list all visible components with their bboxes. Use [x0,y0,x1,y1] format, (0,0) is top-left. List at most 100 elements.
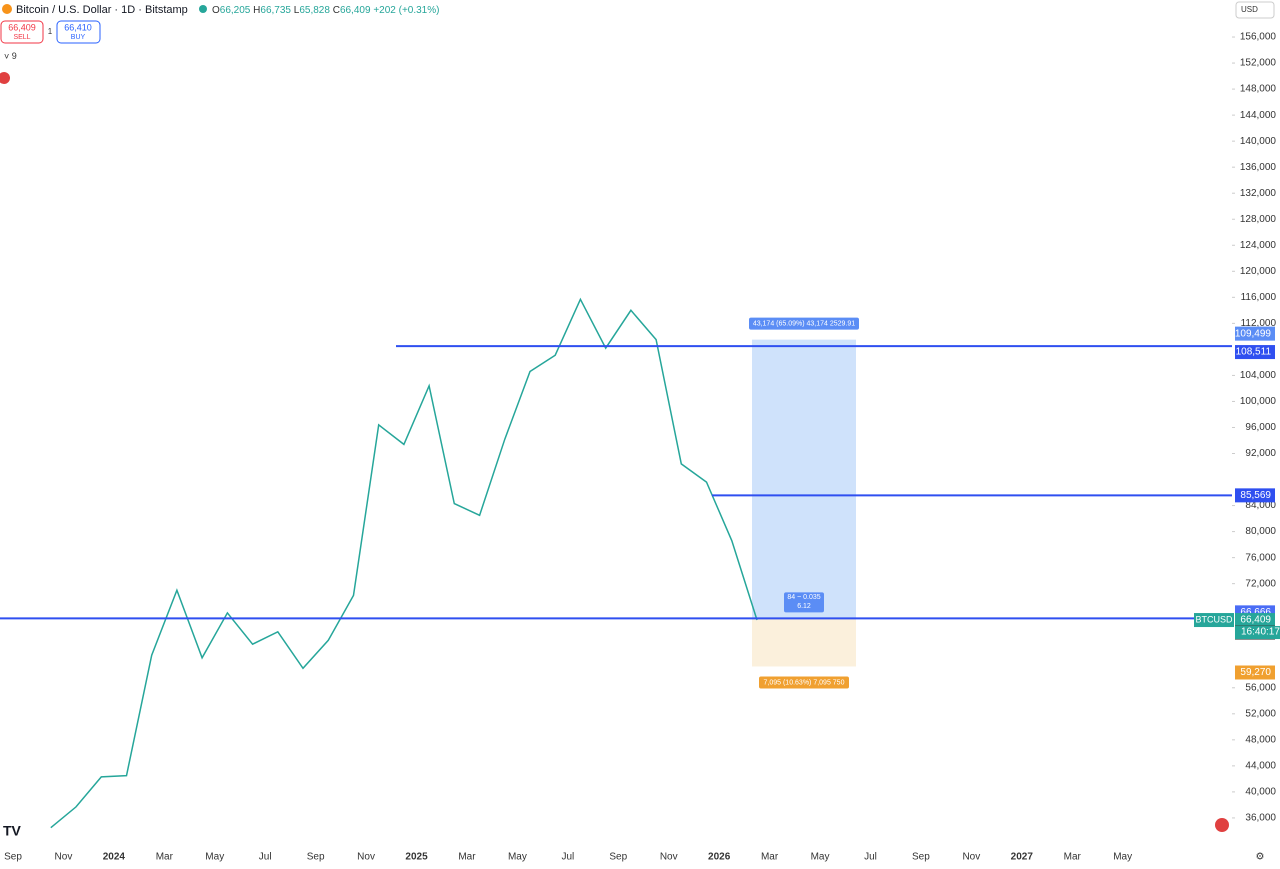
buy-price: 66,410 [64,22,92,32]
y-tick-label: 72,000 [1245,578,1276,589]
x-tick-label: Mar [1064,852,1082,863]
x-tick-label: Mar [761,852,779,863]
ratio-value: 6.12 [797,603,811,610]
y-tick-label: 52,000 [1245,708,1276,719]
x-tick-label: Sep [609,852,627,863]
x-tick-label: Jul [864,852,877,863]
y-tick-label: 48,000 [1245,734,1276,745]
price-marker-label: 66,666 [1240,607,1271,618]
y-tick-label: 84,000 [1245,500,1276,511]
x-tick-label: Sep [307,852,325,863]
price-marker-label: 109,499 [1235,328,1272,339]
ratio-bg [784,592,824,613]
y-tick-label: 56,000 [1245,682,1276,693]
y-tick-label: 136,000 [1240,162,1277,173]
h-label: H [253,5,260,16]
x-tick-label: May [811,852,830,863]
x-tick-label: Mar [156,852,174,863]
y-tick-label: 40,000 [1245,787,1276,798]
price-marker [1235,326,1275,341]
currency: USD [1241,5,1258,14]
y-tick-label: 120,000 [1240,266,1277,277]
buy-button[interactable] [56,20,101,44]
y-tick-label: 144,000 [1240,110,1277,121]
ratio-label: 84 ~ 0.035 [787,594,820,601]
sell-price: 66,409 [8,22,36,32]
x-tick-label: Mar [458,852,476,863]
y-tick-label: 112,000 [1241,318,1277,329]
y-tick-label: 80,000 [1245,526,1276,537]
indicators-toggle[interactable]: ˅ 9 [4,51,17,61]
x-tick-label: May [1113,852,1132,863]
low: 65,828 [299,5,330,16]
y-tick-label: 128,000 [1240,214,1277,225]
x-tick-label: Nov [357,852,375,863]
x-tick-label: 2027 [1011,852,1034,863]
y-tick-label: 156,000 [1240,32,1277,43]
x-tick-label: May [205,852,224,863]
y-tick-label: 152,000 [1240,58,1277,69]
change: +202 (+0.31%) [373,5,439,16]
price-marker-label: 66,409 [1240,615,1271,626]
countdown-bg [1235,626,1280,640]
ticker: BTCUSD [1195,614,1233,624]
price-marker [1235,613,1275,628]
alert-dot [0,72,10,84]
x-tick-label: Sep [4,852,22,863]
y-tick-label: 124,000 [1240,240,1277,251]
settings-icon[interactable]: ⚙ [1256,852,1265,863]
alert-dot [1215,818,1229,832]
target-label-bg [749,317,859,330]
x-tick-label: Jul [259,852,272,863]
y-tick-label: 100,000 [1240,396,1277,407]
x-tick-label: 2024 [103,852,126,863]
price-marker [1235,488,1275,503]
x-tick-label: Nov [962,852,980,863]
stop-label: 7,095 (10.63%) 7,095 750 [764,679,845,686]
target-zone [752,339,856,619]
price-marker-label: 59,270 [1240,667,1271,678]
x-tick-label: Jul [561,852,574,863]
price-line [50,297,758,829]
y-tick-label: 96,000 [1245,422,1276,433]
y-tick-label: 116,000 [1241,292,1277,303]
price-marker-label: 85,569 [1240,490,1271,501]
countdown: 16:40:17 [1241,627,1280,638]
sell-button[interactable] [0,20,44,44]
o-label: O [212,5,220,16]
currency-select[interactable] [1235,1,1275,19]
x-tick-label: Nov [55,852,73,863]
y-tick-label: 44,000 [1245,761,1276,772]
l-label: L [294,5,300,16]
y-tick-label: 76,000 [1245,552,1276,563]
buy-label: BUY [71,34,86,41]
price-marker [1235,345,1275,360]
y-tick-label: 148,000 [1240,84,1277,95]
close: 66,409 [340,5,371,16]
ohlc: O66,205 H66,735 L65,828 C66,409 +202 (+0… [212,5,439,16]
price-marker-label: 108,511 [1236,347,1272,358]
y-tick-label: 104,000 [1240,370,1277,381]
open: 66,205 [220,5,251,16]
indicator-count: 9 [12,51,17,61]
x-tick-label: May [508,852,527,863]
y-tick-label: 140,000 [1240,136,1277,147]
stop-zone [752,618,856,667]
price-marker [1235,665,1275,680]
x-tick-label: 2025 [405,852,428,863]
symbol: Bitcoin / U.S. Dollar · 1D · Bitstamp [16,4,188,16]
coin-icon [2,4,12,14]
y-tick-label: 92,000 [1245,448,1276,459]
y-tick-label: 132,000 [1240,188,1277,199]
y-tick-label: 36,000 [1245,813,1276,824]
stop-label-bg [759,676,849,689]
logo: TV [3,823,22,839]
status-dot [199,5,207,13]
x-tick-label: Sep [912,852,930,863]
x-tick-label: 2026 [708,852,731,863]
high: 66,735 [260,5,291,16]
quantity[interactable]: 1 [48,27,53,36]
c-label: C [333,5,340,16]
